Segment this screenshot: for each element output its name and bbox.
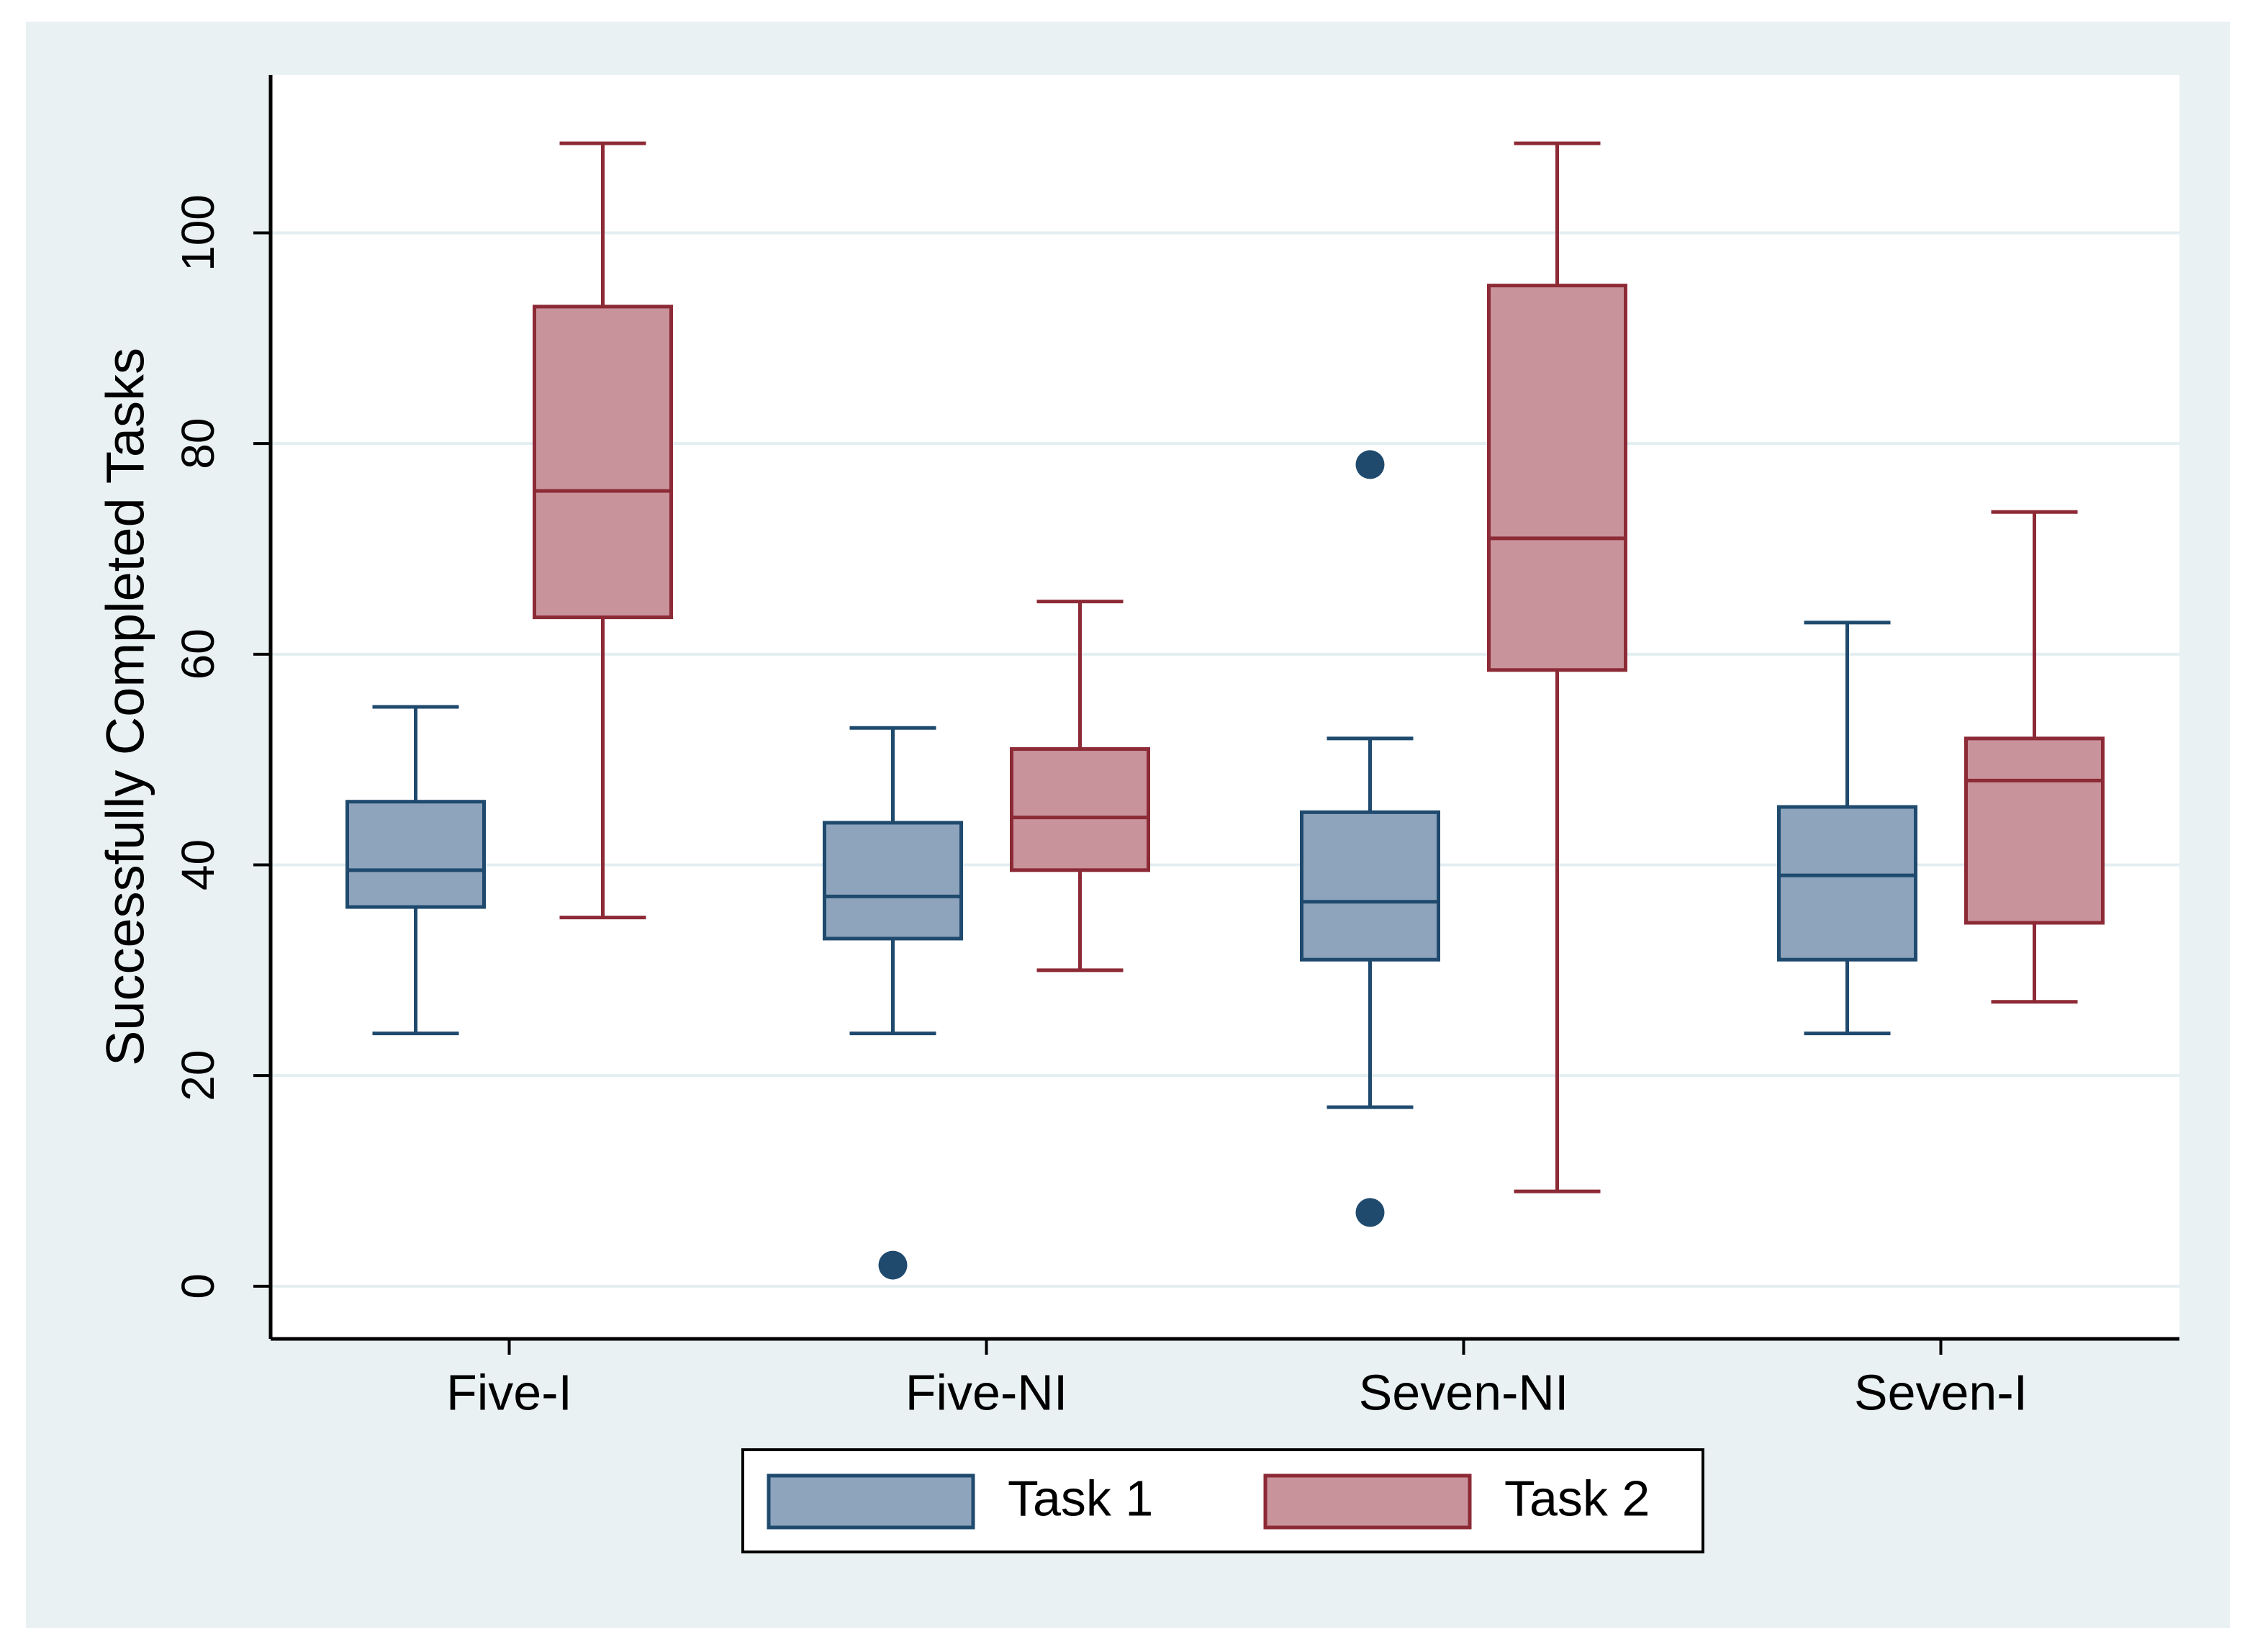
box-task-1-seven-ni (1300, 450, 1440, 1227)
gridlines (271, 231, 2179, 1288)
box-task-1-five-ni (823, 726, 963, 1280)
outlier-point (1355, 450, 1385, 479)
box-task-2-seven-i (1964, 510, 2105, 1004)
x-tick-label-seven-ni: Seven-NI (1359, 1364, 1569, 1420)
legend-swatch-task-1 (767, 1473, 975, 1530)
x-tick-label-five-ni: Five-NI (905, 1364, 1068, 1420)
box-iqr (345, 800, 486, 909)
box-task-2-seven-ni (1487, 141, 1627, 1193)
outlier-point (1355, 1198, 1385, 1227)
y-tick-label-60: 60 (172, 628, 224, 680)
y-tick-label-100: 100 (172, 194, 224, 271)
box-iqr (1010, 747, 1150, 872)
box-iqr (1487, 284, 1627, 672)
box-iqr (823, 821, 963, 941)
box-task-2-five-i (533, 141, 673, 920)
y-tick-label-20: 20 (172, 1050, 224, 1101)
box-iqr (1964, 736, 2105, 925)
box-iqr (533, 304, 673, 620)
y-tick-label-0: 0 (172, 1273, 224, 1299)
x-tick-label-seven-i: Seven-I (1854, 1364, 2028, 1420)
box-iqr (1300, 810, 1440, 962)
legend-swatch-task-2 (1263, 1473, 1472, 1530)
box-series-layer (345, 141, 2105, 1280)
legend-label-task-1: Task 1 (1008, 1470, 1153, 1526)
outlier-point (878, 1250, 908, 1280)
legend-label-task-2: Task 2 (1504, 1470, 1650, 1526)
y-tick-label-40: 40 (172, 839, 224, 890)
plot-area-background (271, 75, 2179, 1339)
box-iqr (1777, 805, 1917, 962)
legend: Task 1 Task 2 (741, 1448, 1704, 1553)
box-task-1-five-i (345, 705, 486, 1036)
box-task-2-five-ni (1010, 600, 1150, 972)
y-tick-label-80: 80 (172, 418, 224, 469)
axes: 0 20 40 60 80 100 Five-I Five-NI Seven-NI Seven-I (172, 75, 2179, 1420)
box-task-1-seven-i (1777, 620, 1917, 1036)
x-tick-label-five-i: Five-I (446, 1364, 572, 1420)
y-axis-label: Successfully Completed Tasks (96, 348, 155, 1066)
